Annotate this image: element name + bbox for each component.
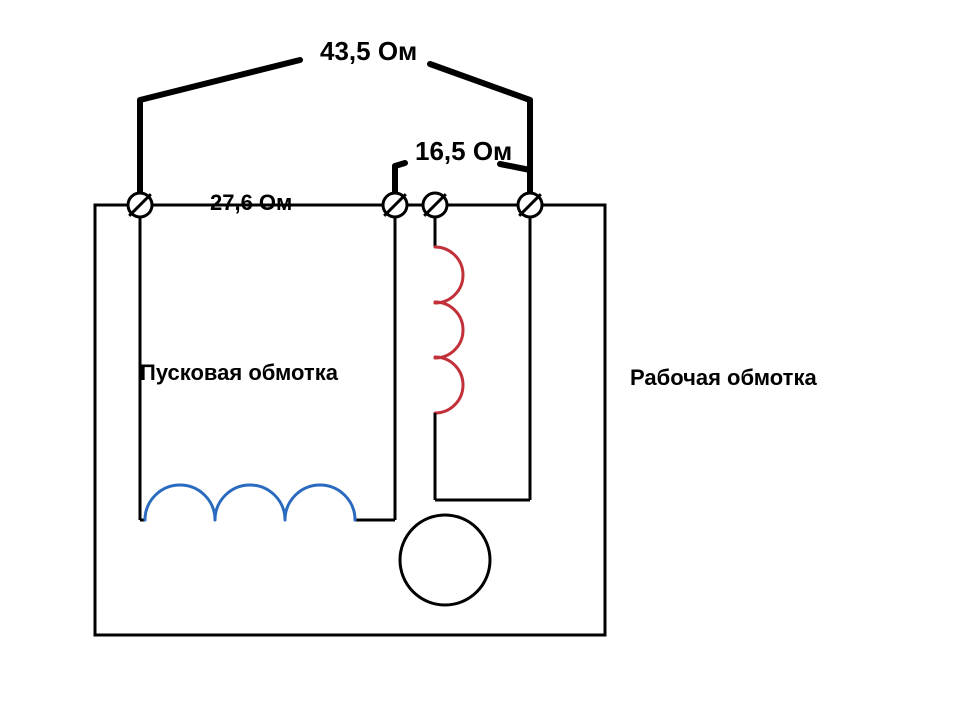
measurement-left: 27,6 Ом	[210, 190, 292, 215]
measurement-inner: 16,5 Ом	[415, 136, 512, 166]
motor-winding-diagram: 43,5 Ом 16,5 Ом 27,6 Ом Пусковая обмотка Раб…	[0, 0, 976, 712]
terminal-t3	[423, 193, 447, 217]
terminal-t1	[128, 193, 152, 217]
measurement-outer: 43,5 Ом	[320, 36, 417, 66]
terminal-t4	[518, 193, 542, 217]
label-work-winding: Рабочая обмотка	[630, 365, 817, 390]
terminal-t2	[383, 193, 407, 217]
label-start-winding: Пусковая обмотка	[140, 360, 339, 385]
